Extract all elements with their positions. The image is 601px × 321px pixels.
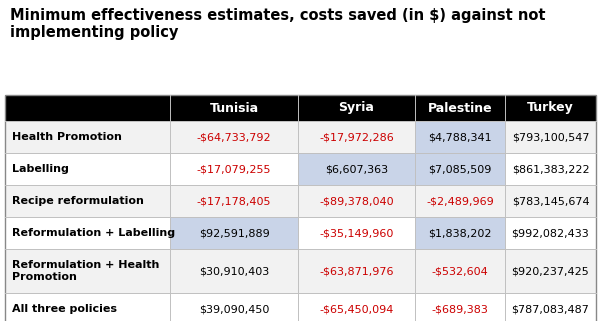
Text: $7,085,509: $7,085,509: [429, 164, 492, 174]
Bar: [170, 249, 298, 293]
Text: $1,838,202: $1,838,202: [429, 228, 492, 238]
Text: Reformulation + Health
Promotion: Reformulation + Health Promotion: [12, 260, 159, 282]
Bar: [298, 95, 415, 121]
Text: -$63,871,976: -$63,871,976: [319, 266, 394, 276]
Bar: [415, 185, 505, 217]
Bar: [170, 95, 298, 121]
Bar: [298, 293, 415, 321]
Text: -$89,378,040: -$89,378,040: [319, 196, 394, 206]
Text: $793,100,547: $793,100,547: [511, 132, 589, 142]
Text: $30,910,403: $30,910,403: [199, 266, 269, 276]
Bar: [415, 121, 505, 153]
Text: Recipe reformulation: Recipe reformulation: [12, 196, 144, 206]
Bar: [5, 95, 170, 121]
Text: $992,082,433: $992,082,433: [511, 228, 590, 238]
Text: -$35,149,960: -$35,149,960: [319, 228, 394, 238]
Bar: [170, 217, 298, 249]
Bar: [5, 293, 170, 321]
Text: All three policies: All three policies: [12, 304, 117, 314]
Text: Labelling: Labelling: [12, 164, 69, 174]
Bar: [170, 293, 298, 321]
Text: -$64,733,792: -$64,733,792: [197, 132, 271, 142]
Bar: [415, 217, 505, 249]
Bar: [298, 185, 415, 217]
Bar: [5, 153, 170, 185]
Text: $92,591,889: $92,591,889: [198, 228, 269, 238]
Text: $6,607,363: $6,607,363: [325, 164, 388, 174]
Text: $39,090,450: $39,090,450: [199, 304, 269, 314]
Text: Minimum effectiveness estimates, costs saved (in $) against not
implementing pol: Minimum effectiveness estimates, costs s…: [10, 8, 546, 40]
Bar: [170, 185, 298, 217]
Text: -$17,972,286: -$17,972,286: [319, 132, 394, 142]
Bar: [505, 217, 596, 249]
Bar: [5, 121, 170, 153]
Bar: [298, 217, 415, 249]
Text: $920,237,425: $920,237,425: [511, 266, 590, 276]
Text: $787,083,487: $787,083,487: [511, 304, 590, 314]
Text: -$17,178,405: -$17,178,405: [197, 196, 271, 206]
Text: $861,383,222: $861,383,222: [511, 164, 590, 174]
Text: Tunisia: Tunisia: [209, 101, 258, 115]
Bar: [415, 249, 505, 293]
Bar: [415, 293, 505, 321]
Bar: [505, 121, 596, 153]
Text: Health Promotion: Health Promotion: [12, 132, 122, 142]
Text: -$2,489,969: -$2,489,969: [426, 196, 494, 206]
Bar: [5, 217, 170, 249]
Bar: [415, 95, 505, 121]
Bar: [298, 153, 415, 185]
Text: $783,145,674: $783,145,674: [511, 196, 590, 206]
Bar: [5, 185, 170, 217]
Text: -$689,383: -$689,383: [432, 304, 489, 314]
Bar: [505, 293, 596, 321]
Text: -$17,079,255: -$17,079,255: [197, 164, 271, 174]
Bar: [505, 95, 596, 121]
Bar: [5, 249, 170, 293]
Text: Syria: Syria: [338, 101, 374, 115]
Bar: [5, 95, 596, 321]
Text: Palestine: Palestine: [428, 101, 492, 115]
Bar: [505, 249, 596, 293]
Text: Turkey: Turkey: [527, 101, 574, 115]
Bar: [505, 153, 596, 185]
Bar: [170, 121, 298, 153]
Text: $4,788,341: $4,788,341: [428, 132, 492, 142]
Bar: [415, 153, 505, 185]
Text: -$532,604: -$532,604: [432, 266, 489, 276]
Text: Reformulation + Labelling: Reformulation + Labelling: [12, 228, 175, 238]
Bar: [170, 153, 298, 185]
Bar: [298, 121, 415, 153]
Bar: [298, 249, 415, 293]
Bar: [505, 185, 596, 217]
Text: -$65,450,094: -$65,450,094: [319, 304, 394, 314]
